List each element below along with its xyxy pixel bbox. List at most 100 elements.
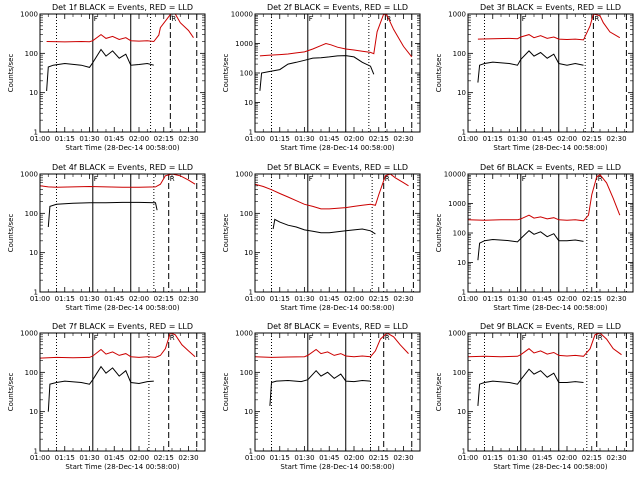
y-tick-label: 1000 [235,171,253,179]
x-tick-label: 01:15 [55,295,75,303]
x-tick-label: 01:30 [507,295,527,303]
y-tick-label: 10 [29,408,38,416]
plot-frame [254,13,421,133]
x-tick-label: 01:45 [104,454,124,462]
marker-label: R [385,175,390,183]
marker-label: R [594,15,599,23]
marker-label: F [522,334,526,342]
y-tick-label: 1 [249,448,253,456]
y-tick-label: 1000 [20,330,38,338]
y-axis-label: Counts/sec [222,214,230,253]
y-tick-label: 100 [453,230,466,238]
panel-det-4: Det 4f BLACK = Events, RED = LLD Counts/s… [7,163,206,312]
series-events-line [477,368,584,406]
series-lld-line [259,14,413,58]
panel-title: Det 4f BLACK = Events, RED = LLD [52,163,193,172]
y-tick-label: 1 [249,289,253,297]
y-tick-label: 1000 [235,40,253,48]
x-tick-label: 01:45 [532,454,552,462]
x-tick-label: 02:00 [344,454,364,462]
x-axis-label: Start Time (28-Dec-14 00:58:00) [493,304,607,312]
y-tick-label: 1 [462,448,466,456]
series-events-line [259,55,375,91]
y-tick-label: 100 [453,369,466,377]
y-tick-label: 10 [457,408,466,416]
x-tick-label: 02:00 [557,295,577,303]
x-tick-label: 02:15 [369,295,389,303]
y-axis-label: Counts/sec [222,54,230,93]
panel-title: Det 1f BLACK = Events, RED = LLD [52,3,193,12]
x-tick-label: 02:15 [582,295,602,303]
x-tick-label: 02:30 [606,135,626,143]
x-tick-label: 02:30 [178,135,198,143]
x-tick-label: 02:00 [557,454,577,462]
y-tick-label: 1 [34,289,38,297]
marker-label: F [522,15,526,23]
x-tick-label: 01:00 [30,454,50,462]
series-lld-line [255,174,409,210]
y-tick-label: 1 [462,129,466,137]
plot-frame [467,332,634,452]
x-tick-label: 02:00 [129,295,149,303]
y-tick-label: 10 [457,259,466,267]
panel-title: Det 9f BLACK = Events, RED = LLD [480,322,621,331]
marker-label: R [170,334,175,342]
y-tick-label: 1 [34,448,38,456]
y-tick-label: 1000 [20,171,38,179]
marker-label: F [309,334,313,342]
y-axis-label: Counts/sec [7,214,15,253]
x-axis-label: Start Time (28-Dec-14 00:58:00) [65,144,179,152]
series-lld-line [40,174,196,188]
y-tick-label: 100 [240,210,253,218]
panel-title: Det 3f BLACK = Events, RED = LLD [480,3,621,12]
x-tick-label: 01:30 [79,295,99,303]
x-tick-label: 01:30 [294,295,314,303]
x-tick-label: 01:45 [532,135,552,143]
y-axis-label: Counts/sec [7,373,15,412]
y-tick-label: 10000 [444,171,466,179]
series-events-line [47,365,154,412]
x-tick-label: 02:30 [393,135,413,143]
plot-frame [467,13,634,133]
marker-label: R [598,175,603,183]
y-tick-label: 1000 [235,330,253,338]
y-axis-label: Counts/sec [435,373,443,412]
x-axis-label: Start Time (28-Dec-14 00:58:00) [280,463,394,471]
y-tick-label: 10 [244,249,253,257]
y-tick-label: 1 [34,129,38,137]
x-tick-label: 02:30 [178,454,198,462]
y-tick-label: 1000 [20,11,38,19]
plot-frame [39,173,206,293]
x-tick-label: 02:15 [154,295,174,303]
x-tick-label: 02:30 [606,454,626,462]
x-tick-label: 02:00 [129,454,149,462]
plot-frame [254,332,421,452]
plot-frame [39,332,206,452]
y-tick-label: 100 [25,369,38,377]
y-tick-label: 1000 [448,330,466,338]
series-events-line [269,369,371,406]
y-tick-label: 100 [240,369,253,377]
y-tick-label: 10000 [231,11,253,19]
x-axis-label: Start Time (28-Dec-14 00:58:00) [65,463,179,471]
x-tick-label: 01:15 [55,454,75,462]
x-axis-label: Start Time (28-Dec-14 00:58:00) [493,144,607,152]
series-events-line [477,50,584,83]
y-tick-label: 10 [457,89,466,97]
y-tick-label: 1 [249,129,253,137]
x-axis-label: Start Time (28-Dec-14 00:58:00) [280,304,394,312]
y-tick-label: 100 [25,210,38,218]
x-tick-label: 01:00 [245,295,265,303]
x-tick-label: 02:30 [178,295,198,303]
panel-det-1: Det 1f BLACK = Events, RED = LLD Counts/s… [7,3,206,152]
x-tick-label: 01:15 [483,295,503,303]
x-tick-label: 01:15 [270,295,290,303]
x-tick-label: 02:00 [557,135,577,143]
plot-frame [254,173,421,293]
x-tick-label: 01:15 [483,454,503,462]
x-tick-label: 01:00 [458,295,478,303]
plot-frame [39,13,206,133]
x-tick-label: 02:00 [129,135,149,143]
x-tick-label: 02:15 [369,135,389,143]
marker-label: F [309,175,313,183]
